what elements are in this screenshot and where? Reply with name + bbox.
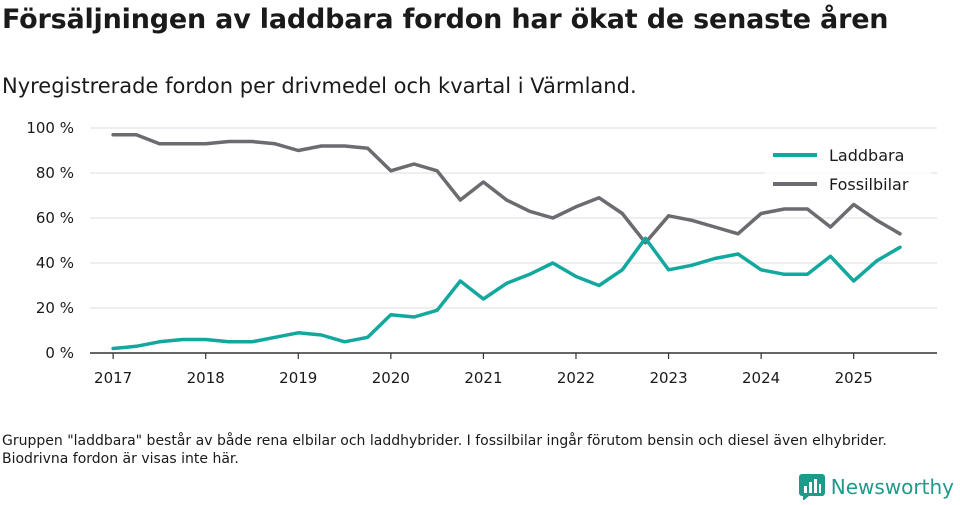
x-tick-label: 2024 (742, 369, 780, 385)
chart-title: Försäljningen av laddbara fordon har öka… (2, 4, 889, 35)
x-tick-label: 2021 (464, 369, 502, 385)
x-tick-label: 2025 (835, 369, 873, 385)
y-tick-label: 80 % (36, 164, 74, 182)
x-tick-label: 2022 (557, 369, 595, 385)
series-line-laddbara (111, 236, 902, 351)
legend-label-laddbara: Laddbara (829, 146, 904, 165)
chart-subtitle: Nyregistrerade fordon per drivmedel och … (2, 74, 637, 98)
legend-label-fossilbilar: Fossilbilar (829, 175, 909, 194)
y-tick-label: 100 % (26, 119, 74, 137)
x-tick-label: 2018 (187, 369, 225, 385)
brand-logo: Newsworthy (798, 474, 954, 500)
series-line-fossilbilar (111, 133, 902, 245)
y-tick-label: 20 % (36, 299, 74, 317)
y-tick-label: 0 % (45, 344, 74, 362)
x-tick-label: 2023 (649, 369, 687, 385)
x-tick-label: 2017 (94, 369, 132, 385)
footnote: Gruppen "laddbara" består av både rena e… (2, 433, 887, 467)
brand-name: Newsworthy (830, 475, 954, 499)
y-tick-label: 60 % (36, 209, 74, 227)
line-chart: 0 % 20 % 40 % 60 % 80 % 100 % 2017 2018 2019 2020… (26, 119, 937, 385)
x-tick-label: 2019 (279, 369, 317, 385)
bar-chart-logo-icon (798, 474, 825, 500)
x-tick-label: 2020 (372, 369, 410, 385)
y-tick-label: 40 % (36, 254, 74, 272)
